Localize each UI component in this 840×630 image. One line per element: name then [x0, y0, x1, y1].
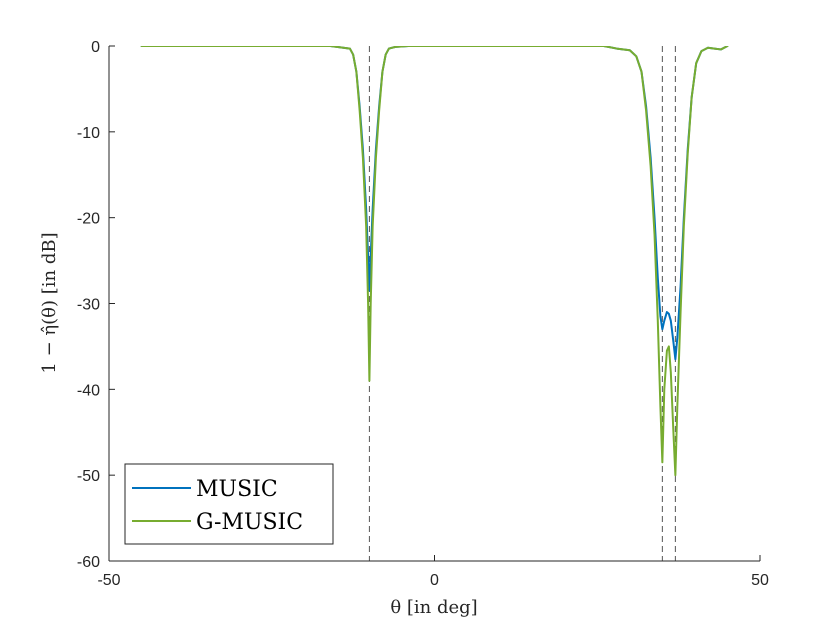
x-ticks: -50 0 50 [97, 555, 769, 589]
series-line-g-music [140, 46, 729, 477]
axes: -50 0 50 0-10-20-30-40-50-60 [77, 39, 769, 589]
x-tick-label: 0 [430, 572, 439, 589]
y-tick-label: -50 [77, 468, 100, 485]
legend: MUSIC G-MUSIC [124, 463, 334, 545]
y-tick-label: -30 [77, 297, 100, 314]
legend-box [124, 463, 334, 545]
legend-label-music: MUSIC [196, 477, 278, 502]
series-layer [140, 46, 729, 477]
y-tick-label: -20 [77, 211, 100, 228]
x-tick-label: 50 [751, 572, 769, 589]
y-tick-label: -10 [77, 125, 100, 142]
legend-label-g-music: G-MUSIC [196, 510, 303, 535]
true-direction-lines [368, 46, 676, 561]
x-axis-label: θ [in deg] [390, 597, 477, 618]
y-tick-label: 0 [91, 39, 100, 56]
y-axis-label: 1 − η̂(θ) [in dB] [39, 232, 60, 373]
plot-area [140, 46, 729, 561]
y-tick-label: -60 [77, 554, 100, 571]
x-tick-label: -50 [97, 572, 120, 589]
y-ticks: 0 -10 -20 -30 -40 -50 -60 [77, 39, 115, 571]
y-tick-label: -40 [77, 382, 100, 399]
